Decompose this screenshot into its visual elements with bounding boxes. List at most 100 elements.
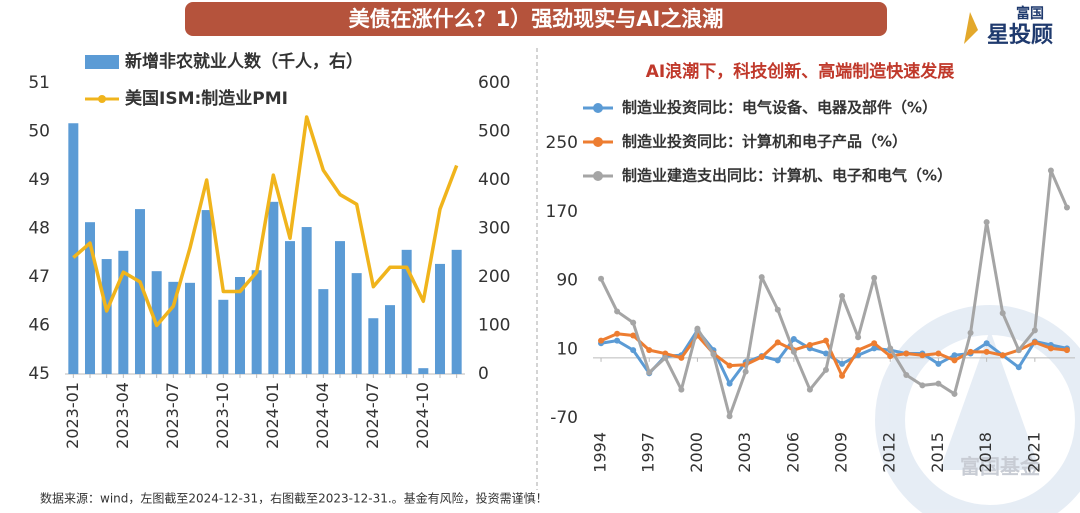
- bar: [351, 273, 362, 374]
- y2-tick-label: 600: [478, 73, 510, 93]
- point: [822, 350, 829, 357]
- point: [1047, 345, 1054, 352]
- x-tick-label: 2024-01: [263, 382, 282, 449]
- bar: [401, 249, 412, 374]
- bar: [385, 305, 395, 374]
- point: [1015, 347, 1022, 354]
- chart-title: AI浪潮下，科技创新、高端制造快速发展: [646, 61, 954, 82]
- y-tick-label: 45: [28, 364, 50, 384]
- point: [1031, 327, 1038, 334]
- bar: [218, 299, 229, 374]
- watermark: 富国基金: [960, 455, 1041, 479]
- x-tick-label: 1997: [639, 432, 658, 473]
- page-title: 美债在涨什么？1）强劲现实与AI之浪潮: [349, 7, 724, 31]
- bar: [285, 241, 295, 374]
- bar: [68, 123, 79, 374]
- point: [967, 329, 974, 336]
- point: [614, 330, 621, 337]
- point: [758, 353, 765, 360]
- point: [790, 335, 797, 342]
- bar: [135, 209, 145, 374]
- point: [646, 369, 653, 376]
- legend-label: 制造业投资同比：电气设备、电器及部件（%）: [622, 99, 937, 117]
- bar: [235, 277, 245, 374]
- x-tick-label: 2023-04: [113, 382, 132, 449]
- x-tick-label: 2012: [880, 432, 899, 473]
- y-tick-label: 250: [546, 133, 578, 153]
- bar: [185, 282, 195, 374]
- y2-tick-label: 300: [478, 219, 510, 239]
- x-tick-label: 2000: [687, 432, 706, 473]
- bar: [85, 222, 95, 374]
- point: [839, 372, 846, 379]
- point: [662, 350, 669, 357]
- bar: [101, 259, 112, 374]
- logo-main: 星投顾: [987, 23, 1053, 48]
- point: [903, 372, 910, 379]
- point: [935, 380, 942, 387]
- bar: [451, 249, 462, 374]
- point: [630, 319, 637, 326]
- legend-label: 制造业建造支出同比：计算机、电子和电气（%）: [622, 167, 952, 185]
- y-tick-label: 46: [28, 316, 50, 336]
- bar: [318, 289, 329, 374]
- point: [710, 351, 717, 358]
- bar: [168, 281, 179, 374]
- y-tick-label: 50: [28, 122, 50, 142]
- point: [999, 352, 1006, 359]
- point: [726, 413, 733, 420]
- point: [822, 337, 829, 344]
- point: [598, 275, 605, 282]
- y2-tick-label: 0: [478, 364, 489, 384]
- bar: [301, 227, 312, 374]
- point: [935, 350, 942, 357]
- point: [598, 337, 605, 344]
- legend-label: 新增非农就业人数（千人，右）: [125, 51, 363, 72]
- point: [662, 354, 669, 361]
- y-tick-label: -70: [550, 408, 578, 428]
- x-tick-label: 2023-01: [63, 382, 82, 449]
- x-tick-label: 2023-10: [213, 382, 232, 449]
- point: [694, 325, 701, 332]
- point: [935, 360, 942, 367]
- bar: [368, 318, 379, 374]
- point: [983, 348, 990, 355]
- point: [774, 306, 781, 313]
- x-tick-label: 2021: [1024, 432, 1043, 473]
- x-tick-label: 2024-04: [313, 382, 332, 449]
- point: [630, 347, 637, 354]
- watermark-logo: [875, 305, 1080, 513]
- y-tick-label: 47: [28, 267, 50, 287]
- y2-tick-label: 100: [478, 316, 510, 336]
- point: [630, 332, 637, 339]
- point: [967, 348, 974, 355]
- y-tick-label: 51: [28, 73, 50, 93]
- bar: [418, 368, 429, 374]
- point: [871, 274, 878, 281]
- point: [903, 350, 910, 357]
- y2-tick-label: 500: [478, 122, 510, 142]
- point: [790, 348, 797, 355]
- x-tick-label: 2018: [976, 432, 995, 473]
- x-tick-label: 2009: [832, 432, 851, 473]
- point: [806, 386, 813, 393]
- logo-top: 富国: [1016, 5, 1044, 22]
- x-tick-label: 2003: [735, 432, 754, 473]
- x-tick-label: 2023-07: [163, 382, 182, 449]
- line: [72, 115, 459, 328]
- point: [887, 353, 894, 360]
- point: [919, 382, 926, 389]
- y-tick-label: 49: [28, 170, 50, 190]
- y-tick-label: 48: [28, 219, 50, 239]
- point: [646, 347, 653, 354]
- legend-marker: [98, 95, 106, 103]
- point: [839, 360, 846, 367]
- point: [983, 340, 990, 347]
- x-tick-label: 1994: [591, 432, 610, 473]
- point: [726, 362, 733, 369]
- footer: 数据来源：wind，左图截至2024-12-31，右图截至2023-12-31.…: [40, 491, 548, 506]
- point: [951, 390, 958, 397]
- point: [614, 308, 621, 315]
- legend-label: 制造业投资同比：计算机和电子产品（%）: [622, 133, 907, 151]
- y2-tick-label: 200: [478, 267, 510, 287]
